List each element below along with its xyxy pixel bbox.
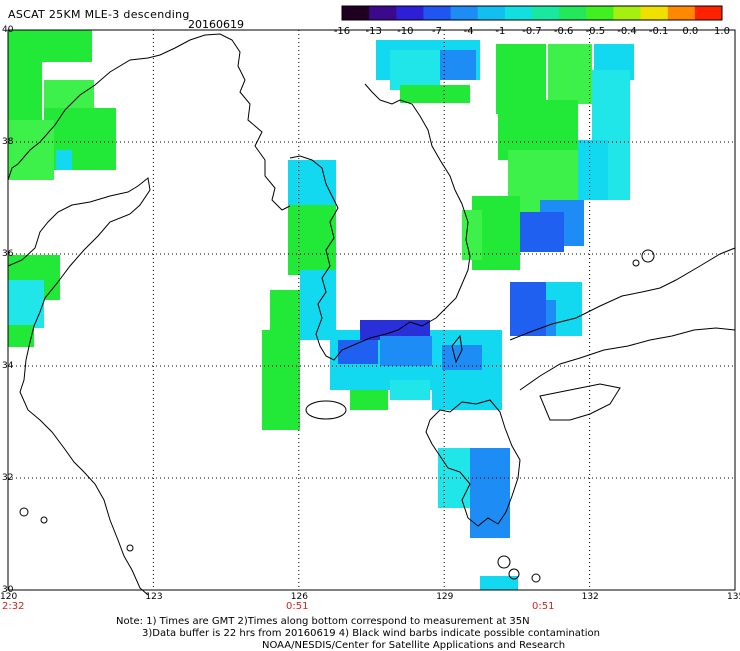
colorbar-tick-label: 0.0 [682,26,699,37]
longitude-label: 126 [290,592,308,602]
map-title: ASCAT 25KM MLE-3 descending [8,8,190,21]
wind-swath-cell [288,205,336,275]
wind-swath-cell [44,108,116,170]
colorbar-tick-label: -10 [397,26,414,37]
wind-swath-cell [288,160,336,210]
time-label: 2:32 [2,601,25,612]
colorbar-segment [559,6,587,20]
longitude-label: 120 [0,592,18,602]
latitude-label: 40 [2,25,14,35]
longitude-label: 129 [436,592,454,602]
wind-swath-cell [440,50,476,80]
map-date: 20160619 [188,18,244,31]
wind-swath-cell [380,336,440,366]
colorbar-tick-label: 1.0 [714,26,730,37]
colorbar-segment [640,6,669,20]
latitude-label: 32 [2,473,14,483]
time-label: 0:51 [286,601,309,612]
wind-swath-cell [578,140,608,200]
colorbar-segment [504,6,533,20]
footer-credit: NOAA/NESDIS/Center for Satellite Applica… [262,640,566,651]
colorbar-segment [450,6,479,20]
wind-swath-cell [520,212,564,252]
wind-swath-cell [548,44,592,104]
wind-swath-cell [390,50,440,90]
latitude-label: 30 [2,585,14,595]
time-label: 0:51 [532,601,555,612]
colorbar-tick-label: -1 [495,26,506,37]
wind-swath-cell [350,390,388,410]
longitude-label: 123 [145,592,163,602]
wind-swath-cell [510,282,546,336]
lat-lon-grid [8,30,735,590]
colorbar-tick-label: -0.4 [617,26,637,37]
colorbar-segment [423,6,452,20]
coastlines [7,33,736,596]
footer-note-1: Note: 1) Times are GMT 2)Times along bot… [116,616,530,627]
colorbar-segment [342,6,370,20]
wind-swaths [8,30,634,590]
wind-swath-cell [8,280,44,328]
wind-swath-cell [8,120,54,180]
colorbar-tick-label: -0.1 [648,26,669,37]
wind-swath-cell [462,210,482,260]
map-frame [7,29,736,591]
wind-swath-cell [480,576,518,590]
wind-swath-cell [338,340,378,364]
wind-swath-cell [360,320,430,340]
latitude-label: 36 [2,249,14,259]
wind-swath-cell [546,300,556,336]
colorbar-tick-label: -4 [463,26,474,37]
colorbar-segment [369,6,397,20]
wind-swath-cell [262,330,300,430]
colorbar-tick-label: -0.6 [553,26,574,37]
colorbar-segment [694,6,723,20]
longitude-label: 132 [581,592,599,602]
colorbar-tick-label: -0.5 [585,26,606,37]
latitude-label: 38 [2,137,14,147]
colorbar-segment [477,6,506,20]
colorbar-tick-label: -16 [333,26,351,37]
wind-swath-cell [390,380,430,400]
colorbar [341,5,723,21]
wind-swath-cell [400,85,470,103]
wind-swath-cell [8,325,34,347]
latitude-label: 34 [2,361,14,371]
colorbar-segment [667,6,696,20]
wind-swath-cell [44,80,94,110]
wind-swath-cell [470,448,510,538]
colorbar-segment [532,6,560,20]
footer-note-2: 3)Data buffer is 22 hrs from 20160619 4)… [142,628,600,639]
colorbar-tick-label: -7 [432,26,442,37]
wind-swath-cell [8,30,92,62]
colorbar-tick-label: -13 [365,26,382,37]
colorbar-segment [586,6,614,20]
colorbar-segment [613,6,642,20]
colorbar-tick-label: -0.7 [522,26,542,37]
colorbar-segment [396,6,424,20]
longitude-label: 135 [727,592,740,602]
wind-swath-cell [56,150,72,170]
